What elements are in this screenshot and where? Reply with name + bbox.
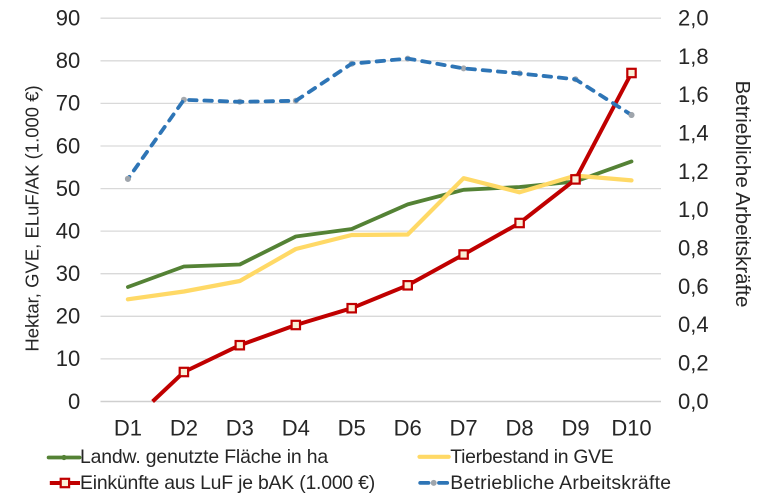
svg-text:0: 0: [68, 389, 80, 414]
svg-text:1,4: 1,4: [678, 121, 709, 146]
svg-text:Betriebliche Arbeitskräfte: Betriebliche Arbeitskräfte: [731, 81, 754, 308]
svg-text:1,6: 1,6: [678, 82, 709, 107]
svg-text:D9: D9: [561, 416, 589, 441]
svg-text:D1: D1: [114, 416, 142, 441]
svg-text:0,0: 0,0: [678, 389, 709, 414]
svg-text:2,0: 2,0: [678, 6, 709, 31]
svg-text:D7: D7: [450, 416, 478, 441]
svg-text:1,2: 1,2: [678, 159, 709, 184]
svg-text:D3: D3: [226, 416, 254, 441]
svg-text:60: 60: [56, 133, 80, 158]
svg-text:D6: D6: [394, 416, 422, 441]
svg-text:Tierbestand in GVE: Tierbestand in GVE: [450, 446, 613, 468]
svg-text:30: 30: [56, 261, 80, 286]
svg-text:0,8: 0,8: [678, 236, 709, 261]
svg-text:90: 90: [56, 6, 80, 31]
svg-text:10: 10: [56, 346, 80, 371]
svg-text:0,6: 0,6: [678, 274, 709, 299]
svg-text:1,8: 1,8: [678, 44, 709, 69]
svg-text:1,0: 1,0: [678, 197, 709, 222]
svg-text:0,4: 0,4: [678, 312, 709, 337]
svg-text:Hektar, GVE, ELuF/AK (1.000 €): Hektar, GVE, ELuF/AK (1.000 €): [22, 85, 43, 351]
svg-text:50: 50: [56, 176, 80, 201]
svg-text:Landw. genutzte Fläche in ha: Landw. genutzte Fläche in ha: [80, 446, 328, 468]
svg-text:D5: D5: [338, 416, 366, 441]
svg-text:D10: D10: [611, 416, 651, 441]
svg-text:D8: D8: [506, 416, 534, 441]
svg-text:D2: D2: [170, 416, 198, 441]
svg-text:D4: D4: [282, 416, 310, 441]
svg-text:Betriebliche Arbeitskräfte: Betriebliche Arbeitskräfte: [450, 472, 671, 494]
svg-text:40: 40: [56, 218, 80, 243]
svg-text:0,2: 0,2: [678, 351, 709, 376]
svg-text:20: 20: [56, 304, 80, 329]
svg-text:Einkünfte aus LuF je bAK (1.00: Einkünfte aus LuF je bAK (1.000 €): [80, 472, 375, 494]
svg-text:70: 70: [56, 91, 80, 116]
svg-text:80: 80: [56, 48, 80, 73]
